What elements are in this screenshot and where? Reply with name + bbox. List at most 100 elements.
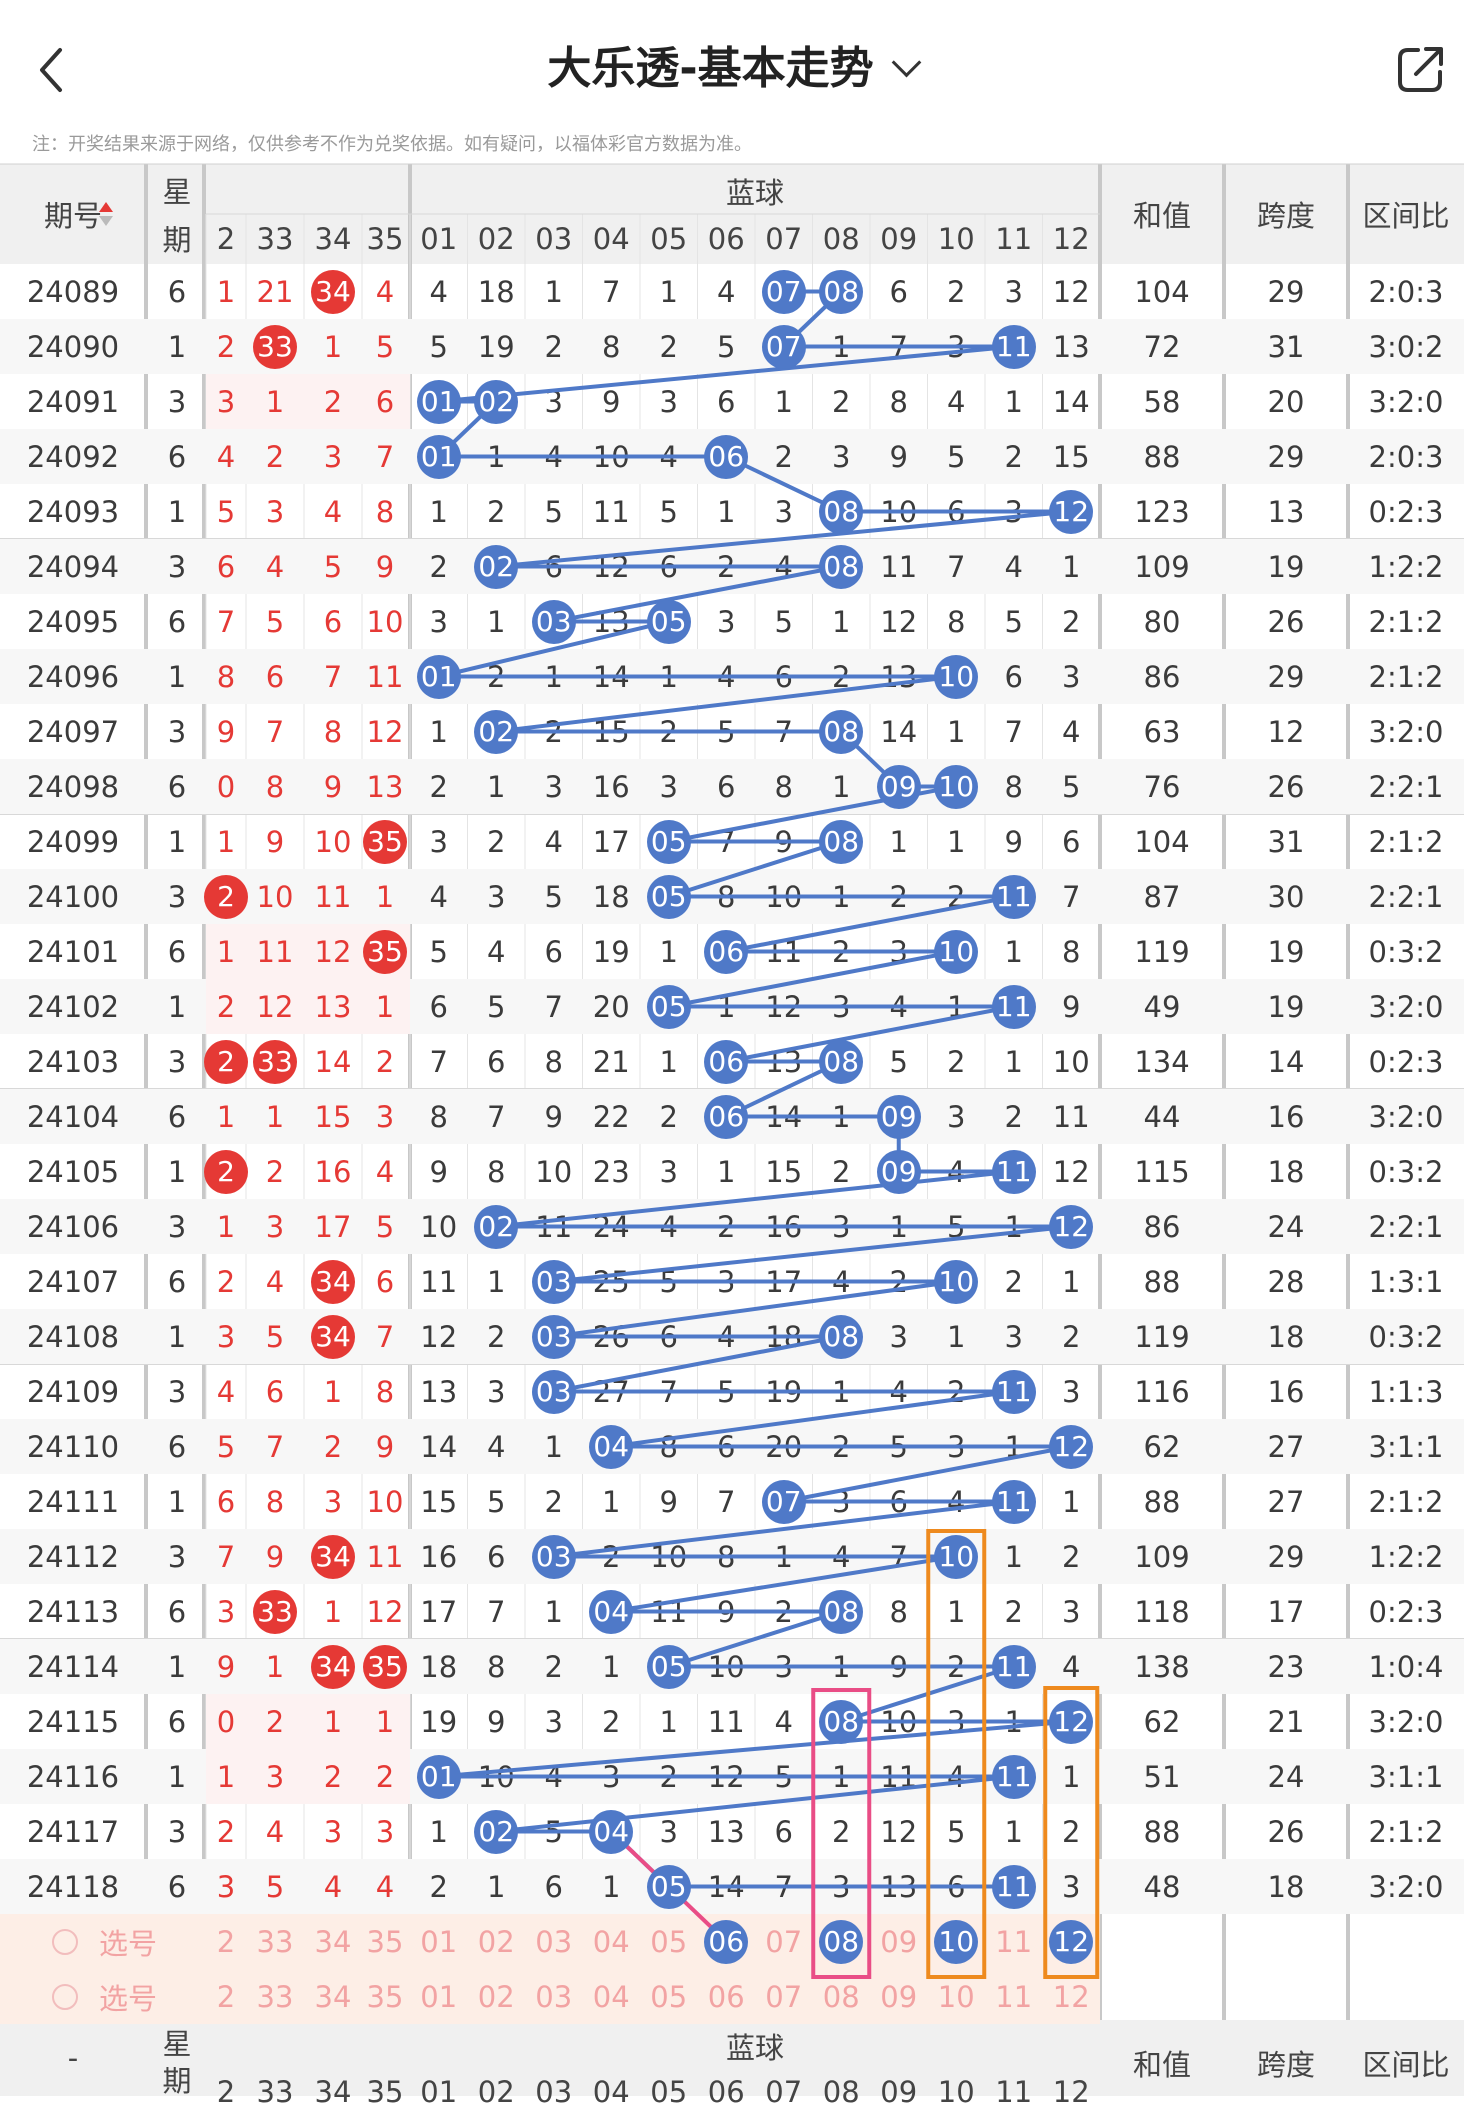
blue-cell: 1: [544, 1594, 563, 1629]
select-blue-cell[interactable]: 06: [707, 1979, 745, 2014]
select-blue-cell[interactable]: 03: [535, 1979, 573, 2014]
blue-ball-hit: 03: [531, 599, 576, 644]
front-cell: 11: [314, 879, 352, 914]
select-front-cell[interactable]: 2: [216, 1979, 236, 2014]
blue-cell: 1: [659, 934, 678, 969]
front-cell: 1: [265, 1649, 285, 1684]
ratio-cell: 1:1:3: [1368, 1374, 1444, 1409]
blue-cell: 13: [1052, 329, 1090, 364]
blue-cell: 13: [707, 1814, 745, 1849]
select-front-cell[interactable]: 2: [216, 1924, 236, 1959]
blue-cell: 2: [544, 1649, 563, 1684]
select-blue-cell[interactable]: 09: [880, 1979, 918, 2014]
week-cell: 6: [167, 604, 187, 639]
blue-cell: 2: [659, 329, 678, 364]
span-cell: 18: [1267, 1319, 1305, 1354]
select-label[interactable]: 选号: [98, 1926, 157, 1961]
week-cell: 6: [167, 934, 187, 969]
trend-line-segment: [668, 949, 957, 1009]
blue-cell: 2: [832, 1814, 851, 1849]
page-title[interactable]: 大乐透-基本走势: [0, 38, 1464, 100]
blue-cell: 1: [429, 1814, 448, 1849]
front-cell: 10: [366, 1484, 404, 1519]
footer-span: 跨度: [1256, 2048, 1315, 2082]
front-cell: 6: [375, 1264, 395, 1299]
select-blue-cell[interactable]: 01: [420, 1924, 458, 1959]
blue-cell: 3: [832, 439, 851, 474]
week-cell: 1: [167, 1649, 187, 1684]
front-cell: 2: [323, 384, 343, 419]
front-cell: 5: [265, 1869, 285, 1904]
front-cell: 6: [375, 384, 395, 419]
select-front-cell[interactable]: 35: [366, 1979, 404, 2014]
blue-cell: 3: [429, 824, 448, 859]
front-ball-hit: 2: [204, 1149, 248, 1194]
blue-cell: 2: [544, 1484, 563, 1519]
blue-cell: 2: [832, 384, 851, 419]
select-blue-cell[interactable]: 08: [822, 1979, 860, 2014]
ratio-cell: 0:2:3: [1368, 1594, 1444, 1629]
select-blue-cell[interactable]: 07: [765, 1979, 803, 2014]
front-ball-hit: 34: [311, 1534, 355, 1579]
front-cell: 11: [366, 659, 404, 694]
blue-cell: 8: [947, 604, 966, 639]
select-blue-cell[interactable]: 02: [477, 1924, 515, 1959]
select-blue-cell[interactable]: 10: [937, 1979, 975, 2014]
select-radio[interactable]: [52, 1929, 78, 1955]
select-blue-cell[interactable]: 09: [880, 1924, 918, 1959]
front-cell: 6: [216, 1484, 236, 1519]
span-cell: 29: [1267, 1539, 1305, 1574]
blue-cell: 17: [420, 1594, 458, 1629]
select-blue-cell[interactable]: 07: [765, 1924, 803, 1959]
blue-cell: 5: [487, 989, 506, 1024]
select-blue-cell[interactable]: 03: [535, 1924, 573, 1959]
blue-cell: 3: [1062, 1374, 1081, 1409]
front-ball-hit: 35: [363, 1644, 407, 1689]
blue-cell: 5: [947, 439, 966, 474]
select-blue-cell[interactable]: 11: [995, 1924, 1033, 1959]
footer-blue-group: 蓝球: [725, 2031, 784, 2065]
front-cell: 7: [216, 1539, 236, 1574]
select-blue-cell[interactable]: 04: [592, 1924, 630, 1959]
blue-col-header: 10: [937, 222, 975, 256]
select-area: [0, 1914, 1100, 2024]
week-cell: 1: [167, 989, 187, 1024]
sort-icon[interactable]: [96, 200, 116, 230]
select-blue-cell[interactable]: 05: [650, 1924, 688, 1959]
blue-cell: 7: [1062, 879, 1081, 914]
blue-cell: 3: [717, 604, 736, 639]
front-cell: 21: [256, 274, 294, 309]
select-blue-cell[interactable]: 11: [995, 1979, 1033, 2014]
select-front-cell[interactable]: 34: [314, 1979, 352, 2014]
sum-cell: 86: [1143, 659, 1181, 694]
blue-ball-hit: 07: [761, 269, 806, 314]
blue-cell: 11: [420, 1264, 458, 1299]
front-ball-hit: 35: [363, 929, 407, 974]
period-header[interactable]: 期号: [43, 199, 102, 233]
blue-cell: 21: [592, 1044, 630, 1079]
share-button[interactable]: [1396, 44, 1446, 94]
blue-cell: 16: [420, 1539, 458, 1574]
blue-ball-hit: 11: [991, 1864, 1036, 1909]
select-front-cell[interactable]: 35: [366, 1924, 404, 1959]
select-blue-cell[interactable]: 12: [1052, 1979, 1090, 2014]
select-front-cell[interactable]: 33: [256, 1979, 294, 2014]
select-front-cell[interactable]: 34: [314, 1924, 352, 1959]
front-cell: 7: [216, 604, 236, 639]
blue-cell: 1: [947, 824, 966, 859]
period-cell: 24114: [26, 1649, 120, 1684]
blue-ball-hit: 01: [416, 379, 461, 424]
front-cell: 6: [323, 604, 343, 639]
blue-ball-hit: 04: [589, 1424, 634, 1469]
select-blue-cell[interactable]: 02: [477, 1979, 515, 2014]
select-blue-cell[interactable]: 05: [650, 1979, 688, 2014]
select-front-cell[interactable]: 33: [256, 1924, 294, 1959]
blue-cell: 12: [420, 1319, 458, 1354]
select-label[interactable]: 选号: [98, 1981, 157, 2016]
select-blue-cell[interactable]: 04: [592, 1979, 630, 2014]
back-button[interactable]: [30, 40, 80, 100]
span-cell: 26: [1267, 769, 1305, 804]
select-radio[interactable]: [52, 1984, 78, 2010]
select-blue-cell[interactable]: 01: [420, 1979, 458, 2014]
front-highlight-stripe: [206, 374, 410, 429]
